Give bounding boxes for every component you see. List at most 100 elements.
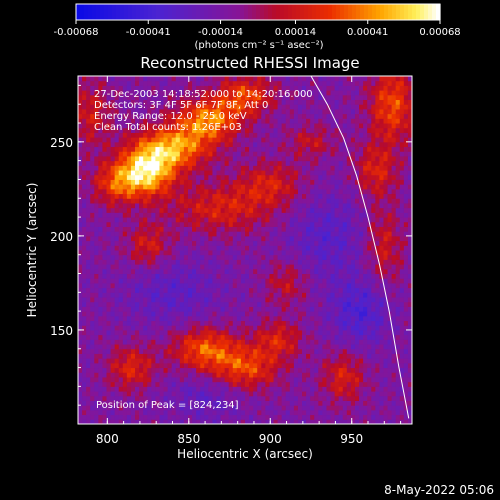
heatmap-pixel	[204, 198, 209, 204]
heatmap-pixel	[196, 414, 201, 420]
heatmap-pixel	[151, 118, 156, 124]
heatmap-pixel	[273, 311, 279, 317]
heatmap-pixel	[285, 287, 291, 293]
heatmap-pixel	[122, 123, 128, 129]
heatmap-pixel	[322, 334, 327, 340]
heatmap-pixel	[269, 362, 275, 369]
heatmap-pixel	[342, 282, 348, 289]
heatmap-pixel	[155, 344, 160, 350]
heatmap-pixel	[314, 99, 319, 105]
heatmap-pixel	[253, 409, 258, 416]
heatmap-pixel	[143, 358, 148, 364]
heatmap-pixel	[249, 104, 254, 110]
heatmap-pixel	[122, 339, 128, 345]
heatmap-pixel	[151, 141, 156, 148]
heatmap-pixel	[102, 325, 108, 331]
heatmap-pixel	[183, 268, 189, 275]
heatmap-pixel	[167, 282, 173, 289]
heatmap-pixel	[86, 217, 91, 223]
heatmap-pixel	[330, 311, 336, 317]
heatmap-pixel	[130, 207, 136, 213]
heatmap-pixel	[342, 127, 348, 133]
heatmap-pixel	[139, 212, 144, 218]
heatmap-pixel	[220, 123, 226, 129]
heatmap-pixel	[159, 306, 165, 312]
heatmap-pixel	[281, 240, 287, 246]
heatmap-pixel	[204, 113, 209, 119]
heatmap-pixel	[249, 329, 254, 336]
heatmap-pixel	[314, 235, 319, 242]
heatmap-pixel	[159, 409, 165, 416]
heatmap-pixel	[196, 367, 201, 373]
heatmap-pixel	[302, 292, 307, 298]
heatmap-pixel	[179, 297, 185, 303]
heatmap-pixel	[94, 282, 99, 289]
heatmap-pixel	[216, 315, 222, 322]
heatmap-pixel	[289, 123, 295, 129]
heatmap-pixel	[159, 391, 165, 397]
heatmap-pixel	[167, 367, 173, 373]
heatmap-pixel	[204, 245, 209, 251]
heatmap-pixel	[249, 268, 254, 275]
heatmap-pixel	[204, 179, 209, 185]
heatmap-pixel	[245, 320, 250, 326]
heatmap-pixel	[257, 414, 262, 420]
heatmap-pixel	[106, 315, 112, 322]
heatmap-pixel	[253, 386, 258, 392]
heatmap-pixel	[338, 372, 344, 378]
heatmap-pixel	[167, 127, 173, 133]
heatmap-pixel	[163, 174, 169, 180]
heatmap-pixel	[118, 170, 124, 176]
heatmap-pixel	[330, 405, 336, 411]
heatmap-pixel	[310, 325, 315, 331]
heatmap-pixel	[257, 376, 262, 383]
heatmap-pixel	[200, 85, 205, 91]
heatmap-pixel	[126, 311, 132, 317]
heatmap-pixel	[334, 193, 340, 199]
heatmap-pixel	[143, 344, 148, 350]
heatmap-pixel	[106, 273, 112, 279]
heatmap-pixel	[314, 155, 319, 162]
heatmap-pixel	[269, 301, 275, 307]
heatmap-pixel	[196, 193, 201, 199]
heatmap-pixel	[293, 287, 299, 293]
heatmap-pixel	[216, 113, 222, 119]
heatmap-pixel	[110, 108, 116, 115]
heatmap-pixel	[240, 123, 246, 129]
heatmap-pixel	[265, 174, 270, 180]
heatmap-pixel	[151, 301, 156, 307]
heatmap-pixel	[171, 320, 177, 326]
heatmap-pixel	[130, 76, 136, 82]
heatmap-pixel	[118, 400, 124, 406]
heatmap-pixel	[253, 151, 258, 157]
heatmap-pixel	[143, 419, 148, 424]
heatmap-pixel	[118, 320, 124, 326]
heatmap-pixel	[122, 278, 128, 284]
heatmap-pixel	[310, 339, 315, 345]
heatmap-pixel	[167, 118, 173, 124]
heatmap-pixel	[171, 193, 177, 199]
heatmap-pixel	[110, 245, 116, 251]
colorbar-cell	[348, 4, 353, 20]
heatmap-pixel	[130, 348, 136, 354]
heatmap-pixel	[224, 174, 230, 180]
heatmap-pixel	[179, 287, 185, 293]
heatmap-pixel	[277, 104, 283, 110]
heatmap-pixel	[293, 376, 299, 383]
heatmap-pixel	[118, 235, 124, 242]
heatmap-pixel	[257, 146, 262, 152]
heatmap-pixel	[302, 231, 307, 237]
heatmap-pixel	[102, 287, 108, 293]
heatmap-pixel	[147, 391, 152, 397]
heatmap-pixel	[281, 282, 287, 289]
heatmap-pixel	[106, 287, 112, 293]
heatmap-pixel	[232, 113, 238, 119]
heatmap-pixel	[273, 160, 279, 166]
heatmap-pixel	[236, 127, 242, 133]
heatmap-pixel	[289, 188, 295, 195]
heatmap-pixel	[155, 198, 160, 204]
heatmap-pixel	[302, 174, 307, 180]
heatmap-pixel	[326, 282, 332, 289]
heatmap-pixel	[322, 405, 327, 411]
heatmap-pixel	[110, 240, 116, 246]
